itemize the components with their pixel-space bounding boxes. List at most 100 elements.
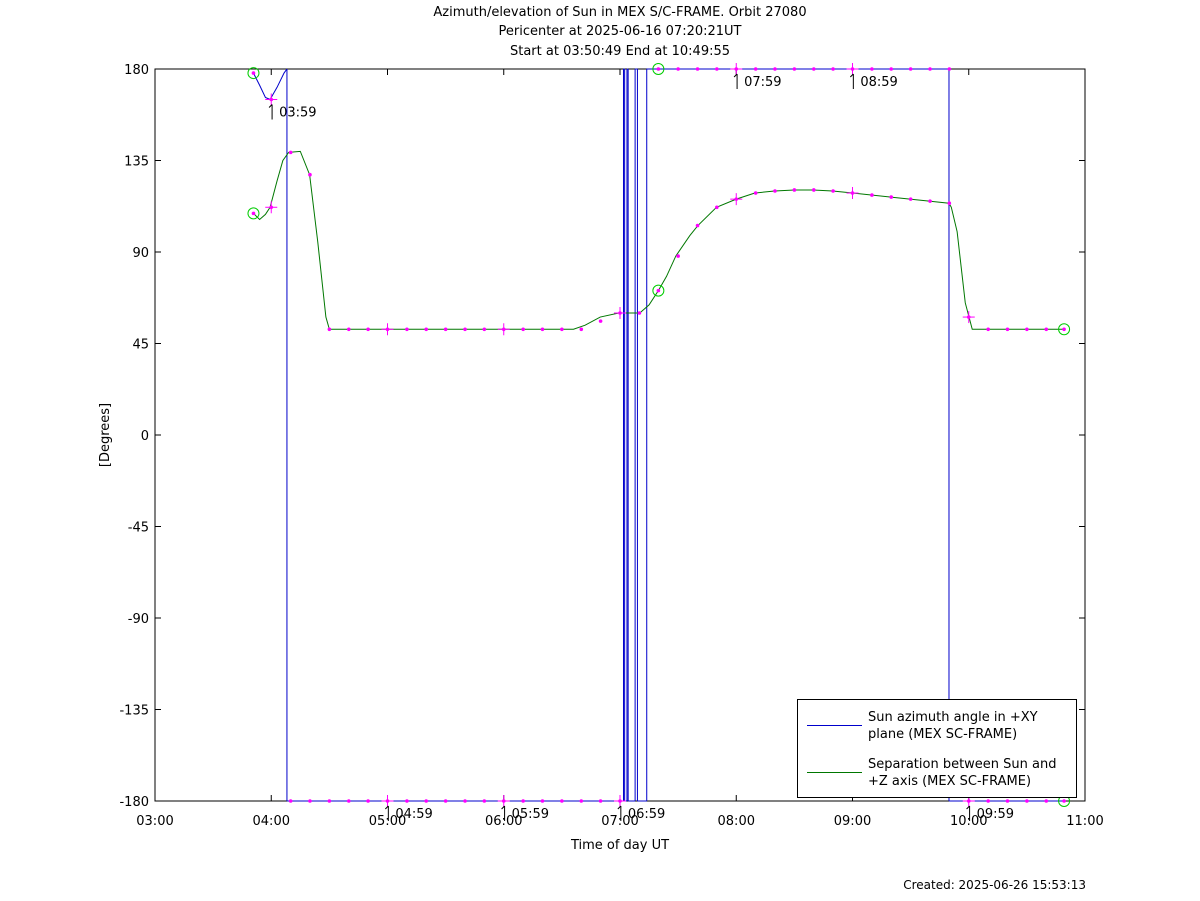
x-tick-label: 11:00 xyxy=(1066,814,1103,829)
separation-marker xyxy=(637,311,642,315)
azimuth-marker xyxy=(308,799,312,803)
azimuth-marker xyxy=(889,67,894,71)
separation-marker xyxy=(695,223,700,228)
legend-swatch-azimuth xyxy=(807,725,862,726)
y-tick-label: 0 xyxy=(141,429,149,444)
separation-marker xyxy=(540,327,545,332)
separation-marker xyxy=(792,188,797,192)
separation-marker xyxy=(482,327,487,332)
time-annotation-hook xyxy=(384,805,389,810)
azimuth-marker xyxy=(792,67,797,71)
legend-label-azimuth: Sun azimuth angle in +XY plane (MEX SC-F… xyxy=(868,710,1038,742)
azimuth-marker xyxy=(560,799,564,803)
time-annotation-label: 07:59 xyxy=(744,75,781,90)
chart-title-line-2: Pericenter at 2025-06-16 07:20:21UT xyxy=(498,24,742,39)
azimuth-marker xyxy=(405,799,409,803)
separation-marker xyxy=(598,319,603,323)
separation-marker xyxy=(753,191,758,195)
x-tick-label: 10:00 xyxy=(950,814,987,829)
separation-marker xyxy=(346,327,351,332)
separation-marker xyxy=(1044,327,1049,332)
time-annotation-hook xyxy=(966,805,970,810)
separation-series-line xyxy=(253,150,1065,330)
azimuth-marker xyxy=(579,799,584,803)
x-tick-label: 05:00 xyxy=(369,814,406,829)
y-axis-label: [Degrees] xyxy=(98,403,113,467)
time-annotation-hook xyxy=(617,805,622,810)
time-annotation-hook xyxy=(849,73,854,78)
y-tick-label: -180 xyxy=(119,795,149,810)
separation-marker xyxy=(947,201,952,205)
separation-marker xyxy=(251,211,256,216)
azimuth-marker xyxy=(986,799,990,803)
azimuth-marker xyxy=(947,67,952,71)
x-tick-label: 03:00 xyxy=(136,814,173,829)
azimuth-marker xyxy=(424,799,429,803)
y-tick-label: 135 xyxy=(124,155,149,170)
separation-marker xyxy=(676,254,680,258)
azimuth-marker xyxy=(251,71,256,75)
azimuth-marker xyxy=(773,67,777,71)
x-axis-label: Time of day UT xyxy=(570,838,669,853)
azimuth-marker xyxy=(540,799,545,803)
separation-marker xyxy=(327,327,332,332)
endpoint-circle xyxy=(652,63,665,75)
azimuth-marker xyxy=(1025,799,1029,803)
separation-marker xyxy=(1062,327,1066,332)
time-annotation-hook xyxy=(733,73,738,78)
legend-label-separation: Separation between Sun and +Z axis (MEX … xyxy=(868,757,1057,789)
y-tick-label: -45 xyxy=(128,521,149,536)
separation-marker xyxy=(463,327,467,332)
separation-marker xyxy=(870,193,874,197)
chart-title-line-3: Start at 03:50:49 End at 10:49:55 xyxy=(509,44,731,59)
separation-marker xyxy=(424,327,429,332)
y-tick-label: -90 xyxy=(128,612,149,627)
separation-marker xyxy=(889,195,894,199)
azimuth-marker xyxy=(656,67,661,71)
separation-marker xyxy=(811,188,816,192)
separation-marker xyxy=(715,205,719,210)
azimuth-marker xyxy=(715,67,719,71)
azimuth-marker xyxy=(908,67,913,71)
time-annotation-label: 04:59 xyxy=(395,807,432,822)
y-tick-label: -135 xyxy=(119,704,149,719)
azimuth-marker xyxy=(366,799,370,803)
azimuth-marker xyxy=(521,799,525,803)
separation-marker xyxy=(521,327,525,332)
separation-marker xyxy=(656,288,661,293)
separation-marker xyxy=(560,327,564,332)
x-tick-label: 07:00 xyxy=(601,814,638,829)
azimuth-marker xyxy=(443,799,448,803)
separation-marker xyxy=(773,189,777,193)
y-tick-label: 180 xyxy=(124,63,149,78)
time-annotation-label: 08:59 xyxy=(860,75,897,90)
endpoint-circle xyxy=(247,207,260,220)
separation-marker xyxy=(405,327,409,332)
azimuth-marker xyxy=(831,67,835,71)
y-tick-label: 45 xyxy=(132,338,149,353)
chart-title-line-1: Azimuth/elevation of Sun in MEX S/C-FRAM… xyxy=(433,5,807,20)
time-annotation-hook xyxy=(501,805,505,810)
azimuth-marker xyxy=(811,67,816,71)
separation-marker xyxy=(831,189,835,193)
created-timestamp: Created: 2025-06-26 15:53:13 xyxy=(903,878,1086,892)
separation-marker xyxy=(308,172,312,177)
azimuth-marker xyxy=(928,67,932,71)
x-tick-label: 08:00 xyxy=(718,814,755,829)
time-annotation-label: 05:59 xyxy=(512,807,549,822)
time-annotation-label: 06:59 xyxy=(628,807,665,822)
x-tick-label: 06:00 xyxy=(485,814,522,829)
azimuth-marker xyxy=(598,799,603,803)
endpoint-circle xyxy=(1058,323,1071,336)
time-annotation-hook xyxy=(268,104,273,108)
separation-marker xyxy=(443,327,448,332)
chart-legend: Sun azimuth angle in +XY plane (MEX SC-F… xyxy=(797,699,1077,798)
x-tick-label: 04:00 xyxy=(253,814,290,829)
separation-marker xyxy=(928,199,932,203)
azimuth-marker xyxy=(327,799,332,803)
azimuth-marker xyxy=(1044,799,1049,803)
plot-frame xyxy=(154,68,1086,802)
separation-marker xyxy=(366,327,370,332)
separation-marker xyxy=(1025,327,1029,332)
endpoint-circle xyxy=(652,284,665,297)
